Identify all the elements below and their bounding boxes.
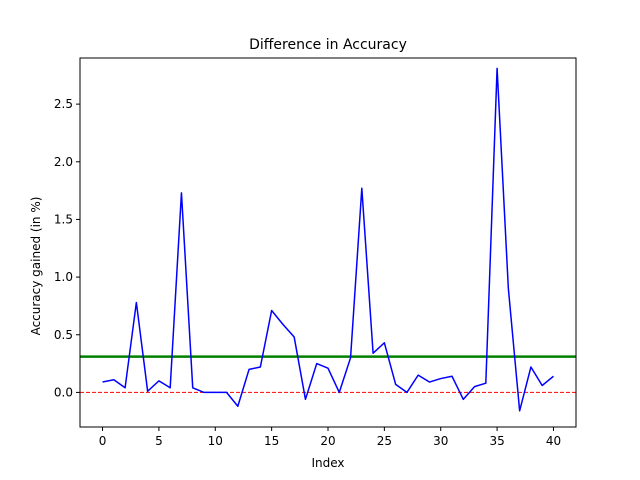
x-tick-label: 40	[546, 434, 561, 448]
y-tick-label: 1.0	[54, 270, 73, 284]
x-tick-label: 15	[264, 434, 279, 448]
y-tick-label: 1.5	[54, 212, 73, 226]
plot-area: 0 5 10 15 20 25 30 35 40 0.0 0.5 1.0 1.5 2.0 2.5	[54, 67, 576, 448]
y-tick-label: 2.0	[54, 155, 73, 169]
y-tick-label: 0.5	[54, 328, 73, 342]
x-tick-label: 5	[155, 434, 163, 448]
x-tick-label: 30	[433, 434, 448, 448]
y-tick-label: 0.0	[54, 385, 73, 399]
x-tick-label: 20	[320, 434, 335, 448]
x-tick-label: 35	[489, 434, 504, 448]
plot-frame	[79, 57, 577, 428]
series-line	[102, 67, 554, 412]
chart-title: Difference in Accuracy	[249, 37, 407, 53]
x-tick-label: 25	[377, 434, 392, 448]
y-axis-label: Accuracy gained (in %)	[29, 197, 43, 336]
x-axis-label: Index	[311, 456, 344, 470]
x-tick-label: 0	[99, 434, 107, 448]
y-tick-label: 2.5	[54, 97, 73, 111]
x-tick-label: 10	[208, 434, 223, 448]
